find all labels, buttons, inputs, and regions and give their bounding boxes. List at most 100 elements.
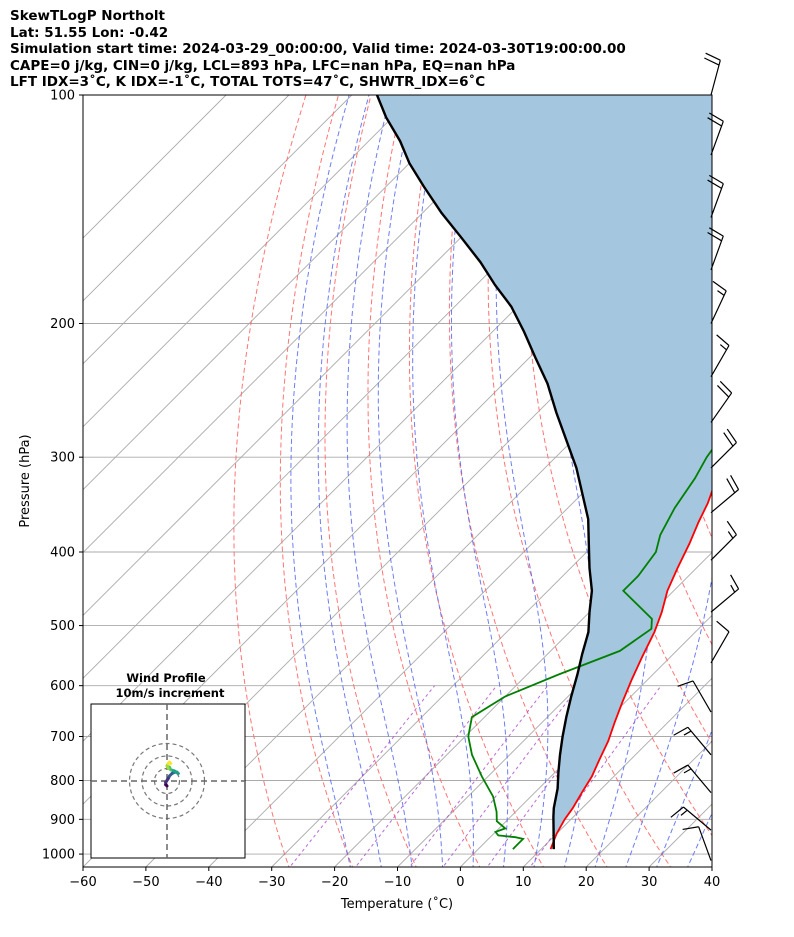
- barb-flag: [707, 179, 722, 189]
- cape-line: CAPE=0 j/kg, CIN=0 j/kg, LCL=893 hPa, LF…: [10, 57, 516, 74]
- x-tick-label: 10: [515, 875, 532, 890]
- barb-staff: [698, 826, 712, 861]
- hodograph-segment: [168, 760, 173, 765]
- y-tick-label: 300: [50, 451, 75, 466]
- time-line: Simulation start time: 2024-03-29_00:00:…: [10, 41, 626, 57]
- y-tick-label: 100: [50, 89, 75, 104]
- barb-flag: [726, 428, 737, 443]
- y-tick-label: 900: [50, 813, 75, 828]
- barb-flag: [712, 280, 727, 292]
- isotherm-line: [397, 551, 712, 867]
- wind-barb: [707, 174, 724, 218]
- moist-adiabat: [290, 95, 351, 867]
- barb-flag: [708, 227, 724, 237]
- barb-flag: [708, 174, 724, 185]
- barb-flag: [716, 620, 730, 633]
- barb-staff: [710, 588, 739, 613]
- dry-adiabat: [279, 95, 354, 867]
- wind-barb: [710, 475, 740, 514]
- barb-staff: [710, 235, 724, 271]
- dry-adiabat: [324, 95, 417, 867]
- hodograph-plot: [91, 704, 245, 858]
- isotherm-line: [334, 488, 712, 867]
- hodograph-title: Wind Profile: [126, 671, 206, 685]
- barb-flag: [716, 384, 730, 398]
- moist-adiabat: [451, 95, 509, 867]
- moist-adiabat: [377, 95, 444, 867]
- barb-flag: [708, 112, 724, 122]
- dry-adiabat: [524, 95, 712, 837]
- wind-barb: [710, 380, 733, 423]
- cape-shading: [377, 95, 712, 850]
- barb-half-flag: [680, 809, 688, 816]
- hodograph-inset: Wind Profile 10m/s increment: [90, 671, 246, 859]
- mixing-ratio-line: [354, 685, 498, 867]
- y-tick-label: 400: [50, 546, 75, 561]
- wind-barb: [710, 428, 737, 469]
- x-tick-label: 20: [578, 875, 595, 890]
- barb-half-flag: [683, 768, 692, 774]
- wind-barbs-layer: [670, 52, 740, 861]
- dewpoint-line: [467, 448, 712, 850]
- barb-flag: [673, 764, 689, 774]
- x-tick-label: −50: [132, 875, 159, 890]
- isotherm-line: [145, 300, 712, 867]
- wind-barb: [710, 280, 727, 324]
- barb-flag: [716, 334, 730, 346]
- x-tick-label: 0: [456, 875, 464, 890]
- barb-staff: [710, 345, 730, 377]
- isotherm-line: [711, 866, 712, 867]
- wind-barb: [682, 826, 712, 861]
- barb-half-flag: [717, 290, 725, 296]
- barb-flag: [730, 475, 740, 490]
- wind-barb: [710, 574, 740, 613]
- wind-barb: [677, 680, 712, 713]
- dry-adiabat: [367, 95, 481, 867]
- mixing-ratio-line: [529, 685, 662, 867]
- y-tick-label: 600: [50, 679, 75, 694]
- barb-staff: [710, 60, 721, 96]
- wind-barb: [710, 334, 730, 377]
- dry-adiabat: [762, 95, 794, 870]
- moist-adiabat: [495, 95, 549, 867]
- barb-flag: [719, 380, 733, 394]
- wind-barb: [707, 112, 724, 156]
- wind-barb: [673, 726, 712, 756]
- x-tick-label: −60: [69, 875, 96, 890]
- barb-flag: [673, 726, 689, 736]
- isotherm-line: [83, 95, 541, 554]
- barb-staff: [710, 489, 739, 514]
- isotherm-line: [83, 95, 290, 302]
- barb-staff: [687, 726, 712, 756]
- parcel-line: [375, 95, 594, 850]
- isotherm-line: [83, 95, 416, 428]
- barb-staff: [710, 392, 733, 423]
- y-tick-label: 200: [50, 317, 75, 332]
- moist-adiabat: [317, 95, 382, 867]
- isotherm-line: [83, 95, 227, 239]
- y-axis-label: Pressure (hPa): [18, 434, 33, 527]
- barb-flag: [677, 680, 694, 687]
- barb-staff: [710, 121, 724, 156]
- barb-staff: [692, 680, 712, 713]
- dry-adiabat: [448, 95, 608, 867]
- barb-flag: [726, 478, 736, 494]
- temperature-line: [549, 488, 712, 850]
- barb-flag: [726, 520, 737, 536]
- chart-header: SkewTLogP Northolt Lat: 51.55 Lon: -0.42…: [10, 8, 626, 91]
- barb-half-flag: [730, 584, 736, 593]
- barb-flag: [704, 57, 720, 66]
- dry-adiabat: [408, 95, 544, 867]
- x-tick-label: −10: [384, 875, 411, 890]
- barb-flag: [730, 574, 740, 590]
- barb-staff: [710, 290, 727, 324]
- barb-half-flag: [727, 531, 734, 539]
- moist-adiabat: [594, 95, 653, 867]
- x-tick-label: 30: [641, 875, 658, 890]
- barb-half-flag: [719, 344, 727, 351]
- barb-half-flag: [683, 730, 692, 736]
- isotherm-line: [83, 95, 478, 491]
- barb-staff: [710, 442, 737, 469]
- series-layer: [375, 95, 712, 850]
